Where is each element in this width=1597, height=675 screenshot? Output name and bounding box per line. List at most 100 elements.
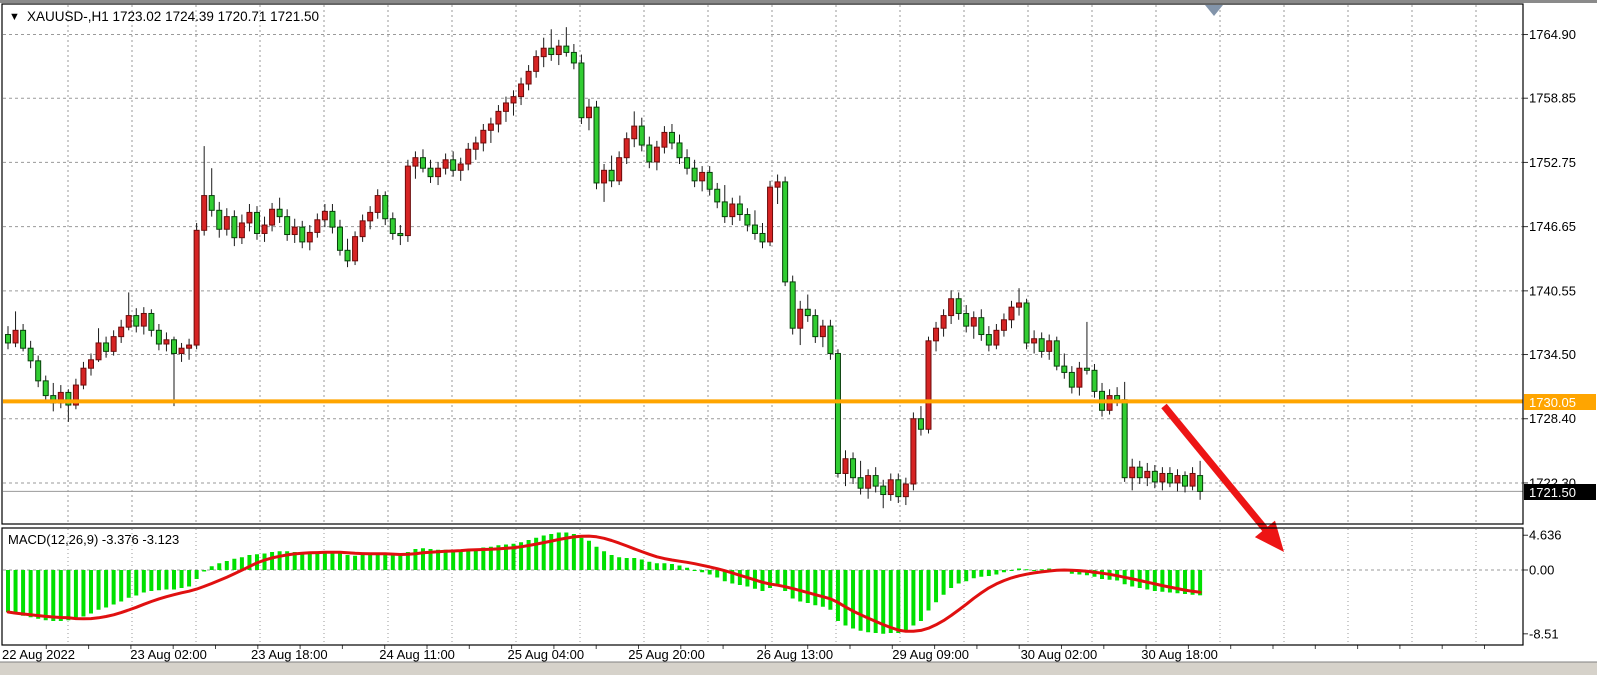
candle-bearish bbox=[646, 144, 653, 163]
candle-bullish bbox=[525, 70, 532, 85]
candle-bullish bbox=[1046, 340, 1053, 352]
candle-bearish bbox=[427, 167, 434, 178]
macd-histogram-bar bbox=[315, 552, 320, 570]
candle-bullish bbox=[435, 167, 442, 178]
candle-bearish bbox=[103, 342, 110, 352]
macd-histogram-bar bbox=[1024, 569, 1029, 571]
candle-bearish bbox=[170, 339, 177, 354]
time-axis-label[interactable]: 23 Aug 18:00 bbox=[251, 647, 328, 662]
candle-bearish bbox=[253, 211, 260, 234]
macd-histogram-bar bbox=[164, 570, 169, 590]
candle-bearish bbox=[593, 106, 600, 184]
candle-bullish bbox=[540, 47, 547, 58]
candle-bullish bbox=[442, 159, 449, 169]
macd-histogram-bar bbox=[888, 570, 893, 633]
candle-bearish bbox=[608, 169, 615, 182]
time-axis-label[interactable]: 30 Aug 02:00 bbox=[1021, 647, 1098, 662]
candle-bearish bbox=[789, 281, 796, 329]
macd-histogram-bar bbox=[617, 557, 622, 570]
macd-histogram-bar bbox=[413, 549, 418, 570]
candle-bullish bbox=[163, 339, 170, 345]
macd-histogram-bar bbox=[81, 570, 86, 617]
candle-bullish bbox=[95, 342, 102, 361]
window-top-edge bbox=[0, 0, 1597, 3]
time-axis-label[interactable]: 23 Aug 02:00 bbox=[130, 647, 207, 662]
macd-histogram-bar bbox=[239, 557, 244, 570]
symbol-dropdown-icon[interactable]: ▼ bbox=[9, 11, 20, 23]
macd-histogram-bar bbox=[851, 570, 856, 629]
candle-bullish bbox=[555, 45, 562, 56]
time-axis-label[interactable]: 24 Aug 11:00 bbox=[379, 647, 455, 662]
candle-bearish bbox=[563, 45, 570, 53]
svg-text:1721.50: 1721.50 bbox=[1529, 485, 1576, 500]
macd-histogram-bar bbox=[420, 548, 425, 570]
time-axis-label[interactable]: 25 Aug 04:00 bbox=[508, 647, 585, 662]
macd-histogram-bar bbox=[134, 570, 139, 596]
candle-bullish bbox=[819, 325, 826, 338]
candle-bearish bbox=[804, 308, 811, 317]
macd-histogram-bar bbox=[715, 570, 720, 578]
macd-histogram-bar bbox=[232, 558, 237, 570]
macd-histogram-bar bbox=[911, 570, 916, 626]
candle-bearish bbox=[548, 47, 555, 56]
current-price-tag: 1721.50 bbox=[1524, 484, 1596, 500]
candle-bearish bbox=[344, 249, 351, 262]
macd-histogram-bar bbox=[285, 551, 290, 570]
time-axis-label[interactable]: 22 Aug 2022 bbox=[2, 647, 75, 662]
candle-bearish bbox=[389, 218, 396, 234]
candle-bullish bbox=[314, 219, 321, 233]
macd-histogram-bar bbox=[986, 570, 991, 576]
candle-bullish bbox=[1174, 475, 1181, 484]
macd-histogram-bar bbox=[564, 532, 569, 570]
macd-histogram-bar bbox=[1077, 570, 1082, 575]
macd-histogram-bar bbox=[337, 553, 342, 570]
candle-bearish bbox=[336, 226, 343, 251]
candle-bullish bbox=[321, 210, 328, 221]
candle-bullish bbox=[502, 102, 509, 112]
macd-histogram-bar bbox=[639, 559, 644, 570]
macd-histogram-bar bbox=[1160, 570, 1165, 592]
macd-histogram-bar bbox=[436, 549, 441, 570]
candle-bearish bbox=[714, 188, 721, 203]
candle-bearish bbox=[684, 157, 691, 169]
macd-histogram-bar bbox=[1183, 570, 1188, 594]
candle-bearish bbox=[721, 201, 728, 218]
candle-bullish bbox=[125, 315, 132, 328]
candle-bullish bbox=[623, 138, 630, 159]
macd-histogram-bar bbox=[828, 570, 833, 610]
candle-bullish bbox=[661, 131, 668, 148]
candle-bullish bbox=[238, 222, 245, 239]
macd-histogram-bar bbox=[820, 570, 825, 607]
candle-bearish bbox=[751, 224, 758, 234]
macd-histogram-bar bbox=[43, 570, 48, 621]
candle-bullish bbox=[1129, 466, 1136, 479]
candle-bearish bbox=[216, 209, 223, 230]
candle-bearish bbox=[329, 210, 336, 228]
time-axis-label[interactable]: 30 Aug 18:00 bbox=[1141, 647, 1218, 662]
time-axis-label[interactable]: 26 Aug 13:00 bbox=[757, 647, 834, 662]
macd-histogram-bar bbox=[964, 570, 969, 582]
macd-histogram-bar bbox=[6, 570, 10, 612]
time-axis-label[interactable]: 29 Aug 09:00 bbox=[892, 647, 969, 662]
candle-bullish bbox=[1189, 472, 1196, 487]
macd-histogram-bar bbox=[1009, 570, 1014, 571]
macd-histogram-bar bbox=[813, 570, 818, 606]
time-axis-label[interactable]: 25 Aug 20:00 bbox=[628, 647, 705, 662]
candle-bullish bbox=[201, 195, 208, 231]
macd-histogram-bar bbox=[496, 545, 501, 570]
macd-histogram-bar bbox=[609, 555, 614, 570]
candle-bearish bbox=[985, 334, 992, 346]
candle-bearish bbox=[133, 315, 140, 327]
macd-histogram-bar bbox=[481, 547, 486, 570]
candle-bearish bbox=[963, 312, 970, 327]
candle-bullish bbox=[940, 315, 947, 329]
candle-bullish bbox=[412, 157, 419, 167]
macd-histogram-bar bbox=[300, 552, 305, 570]
macd-histogram-bar bbox=[730, 570, 735, 584]
candle-bearish bbox=[1068, 371, 1075, 388]
trend-arrow-shaft[interactable] bbox=[1161, 403, 1269, 533]
candle-bullish bbox=[140, 312, 147, 327]
chart-shift-marker-icon[interactable] bbox=[1205, 5, 1223, 16]
indicator-panel-border bbox=[1, 527, 1524, 646]
